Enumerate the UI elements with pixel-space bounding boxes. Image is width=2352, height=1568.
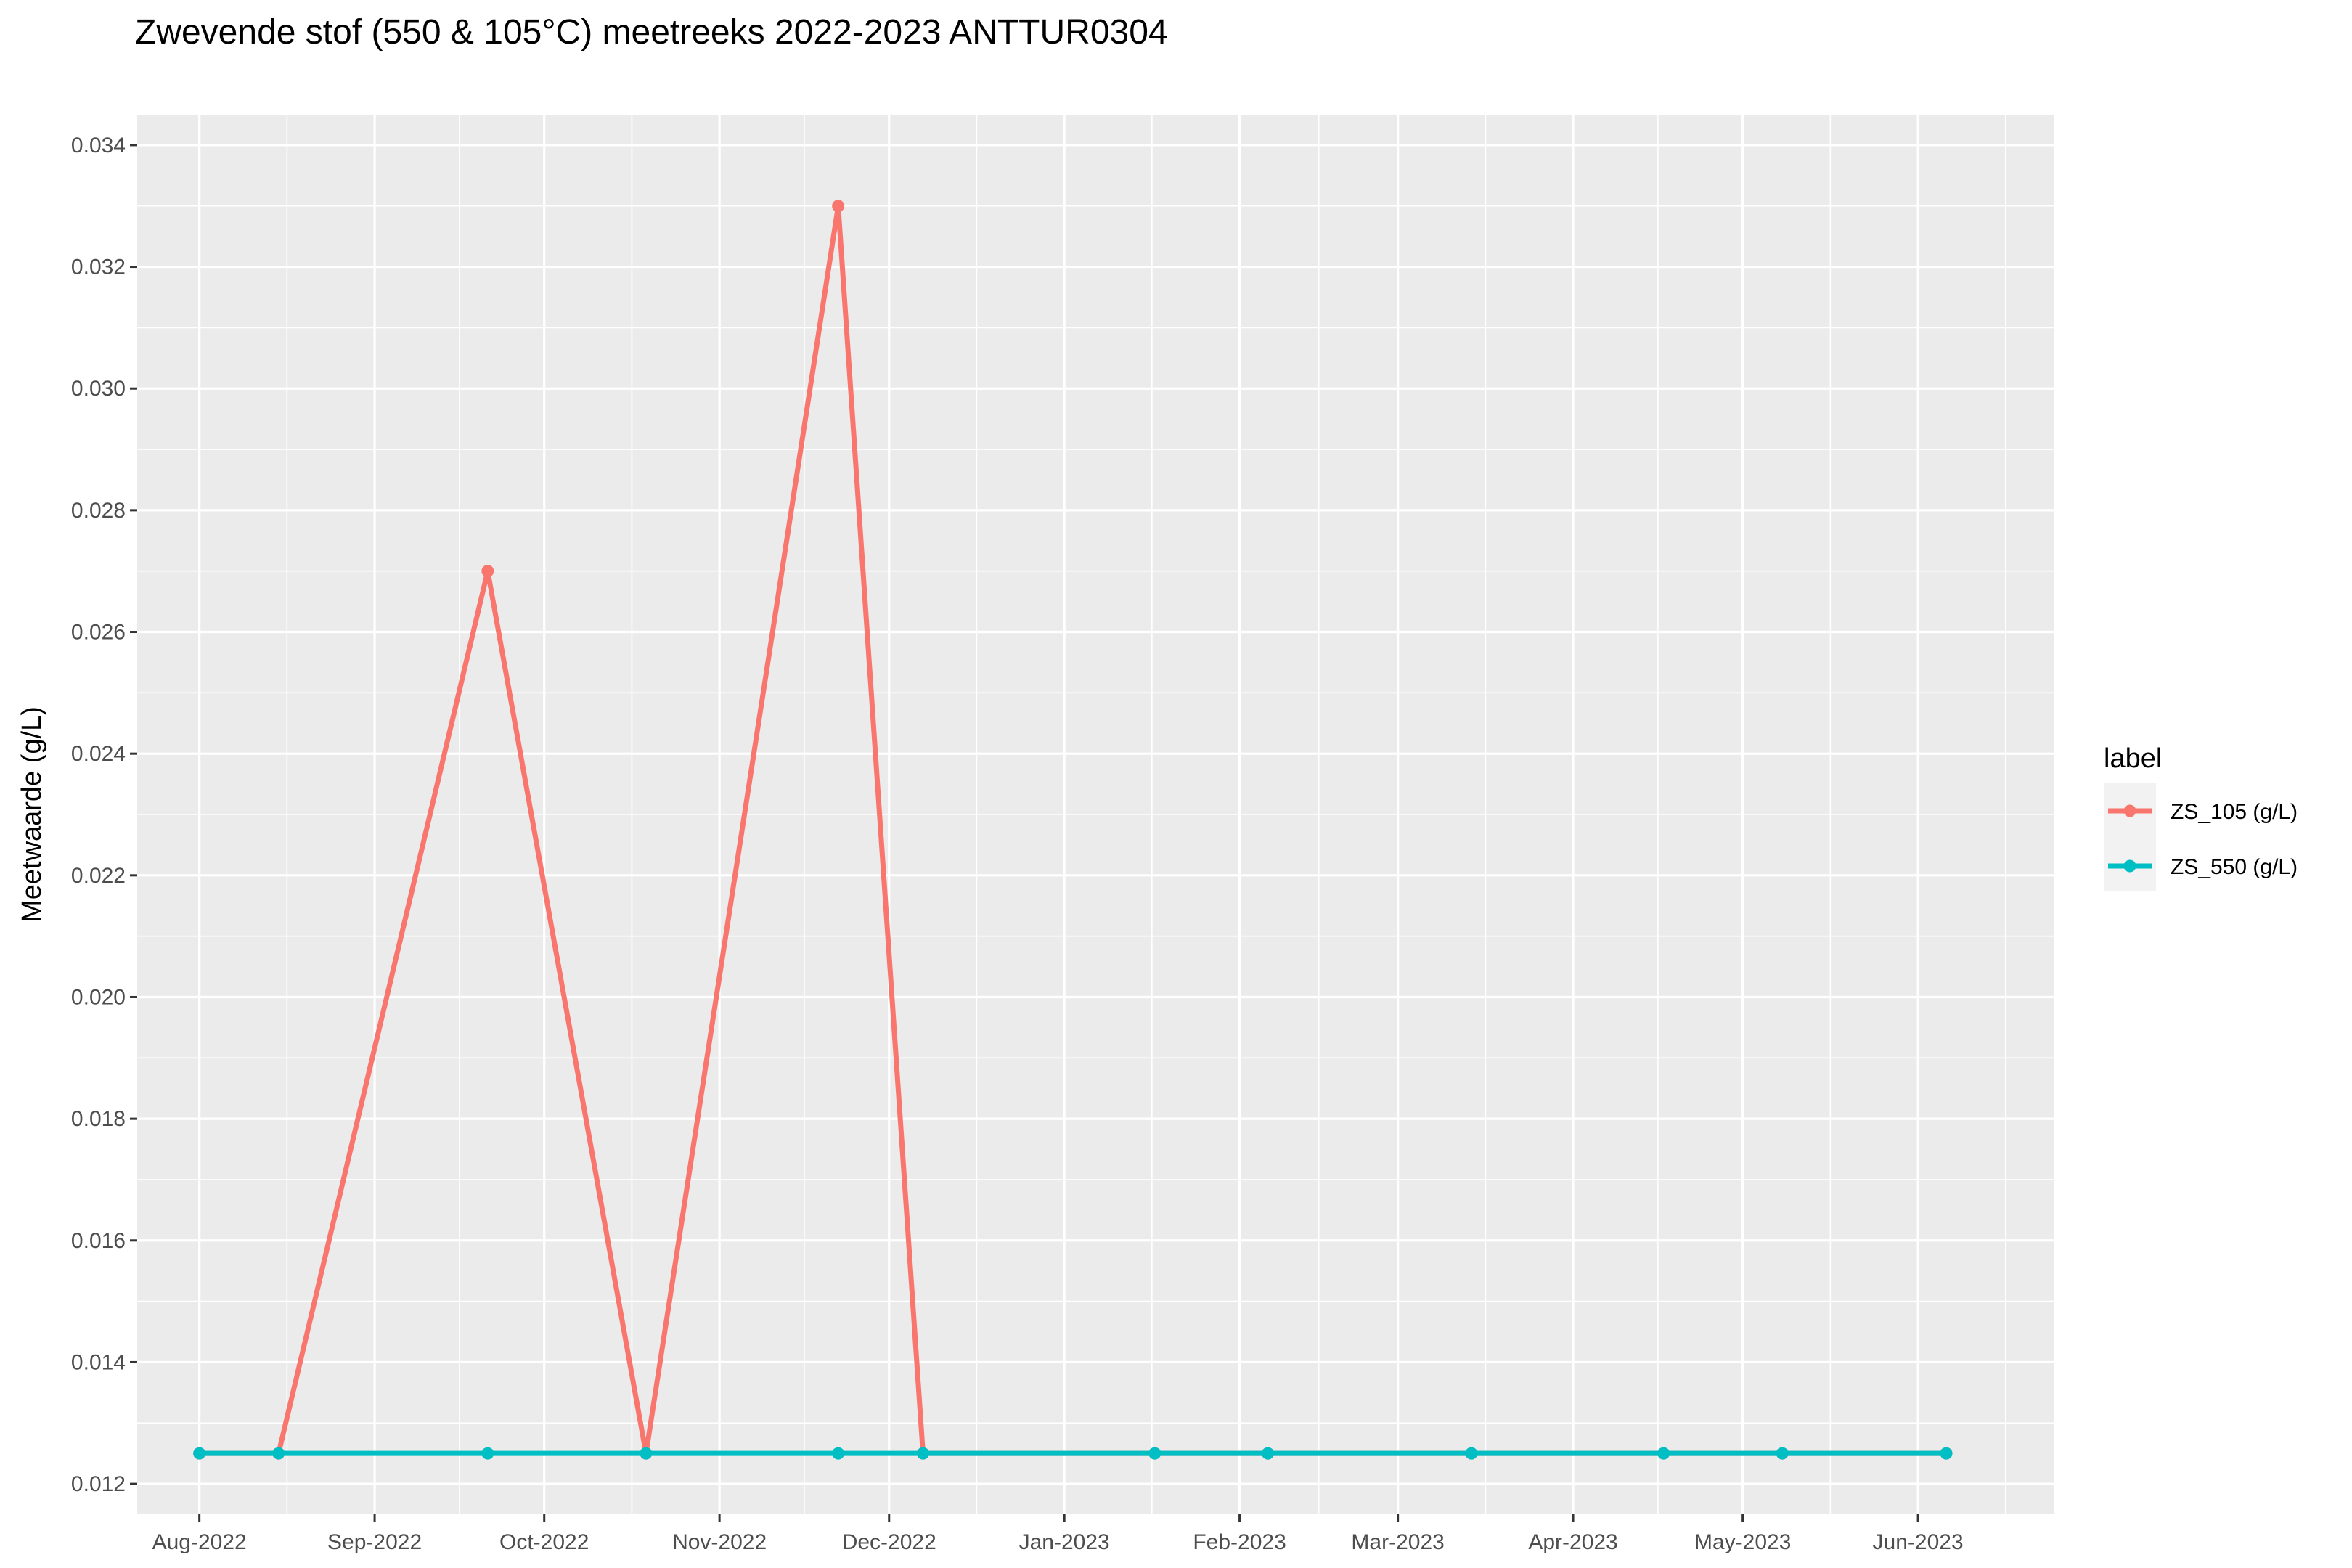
- y-tick-label: 0.018: [71, 1107, 126, 1131]
- legend: label ZS_105 (g/L) ZS_550 (g/L): [2104, 743, 2298, 891]
- series-1-point: [916, 1447, 929, 1460]
- y-tick-label: 0.032: [71, 256, 126, 279]
- x-tick-label: May-2023: [1694, 1530, 1791, 1554]
- series-1-point: [1657, 1447, 1670, 1460]
- y-tick-label: 0.034: [71, 134, 126, 158]
- x-tick-label: Sep-2022: [327, 1530, 422, 1554]
- grid-lines: [137, 115, 2054, 1514]
- x-tick-label: Mar-2023: [1351, 1530, 1444, 1554]
- series-1-point: [481, 1447, 494, 1460]
- legend-key-point: [2123, 859, 2136, 873]
- series-1-point: [193, 1447, 206, 1460]
- series-1-group: [193, 1447, 1953, 1460]
- series-1-point: [272, 1447, 285, 1460]
- x-tick-label: Apr-2023: [1528, 1530, 1617, 1554]
- y-tick-label: 0.012: [71, 1472, 126, 1496]
- y-tick-label: 0.028: [71, 499, 126, 523]
- series-1-point: [832, 1447, 845, 1460]
- series-1-point: [1465, 1447, 1478, 1460]
- legend-item-label: ZS_105 (g/L): [2171, 800, 2298, 824]
- legend-item-label: ZS_550 (g/L): [2171, 855, 2298, 879]
- x-tick-label: Jan-2023: [1019, 1530, 1110, 1554]
- x-tick-label: Dec-2022: [842, 1530, 936, 1554]
- y-tick-label: 0.024: [71, 742, 126, 766]
- series-1-point: [640, 1447, 653, 1460]
- chart-title: Zwevende stof (550 & 105°C) meetreeks 20…: [135, 13, 1168, 52]
- y-axis-title: Meetwaarde (g/L): [17, 706, 47, 923]
- legend-key-background: [2104, 783, 2156, 891]
- axes: 0.012 0.014 0.016 0.018 0.020 0.022 0.024 0.026…: [71, 134, 1964, 1554]
- series-1-point: [1940, 1447, 1953, 1460]
- y-tick-label: 0.030: [71, 377, 126, 401]
- series-1-point: [1776, 1447, 1789, 1460]
- y-tick-label: 0.016: [71, 1229, 126, 1253]
- series-0-point: [481, 565, 494, 578]
- y-tick-label: 0.014: [71, 1350, 126, 1374]
- series-1-point: [1148, 1447, 1161, 1460]
- x-tick-label: Oct-2022: [499, 1530, 589, 1554]
- series-layer: [193, 200, 1953, 1460]
- legend-keys: ZS_105 (g/L) ZS_550 (g/L): [2108, 800, 2298, 879]
- legend-title: label: [2104, 743, 2162, 774]
- x-tick-label: Feb-2023: [1193, 1530, 1286, 1554]
- y-tick-label: 0.026: [71, 621, 126, 645]
- y-tick-label: 0.022: [71, 864, 126, 888]
- x-tick-label: Jun-2023: [1873, 1530, 1964, 1554]
- x-tick-label: Aug-2022: [152, 1530, 247, 1554]
- series-1-point: [1262, 1447, 1275, 1460]
- legend-key-point: [2123, 804, 2136, 817]
- series-0-point: [832, 200, 845, 213]
- y-tick-label: 0.020: [71, 985, 126, 1009]
- x-tick-label: Nov-2022: [672, 1530, 767, 1554]
